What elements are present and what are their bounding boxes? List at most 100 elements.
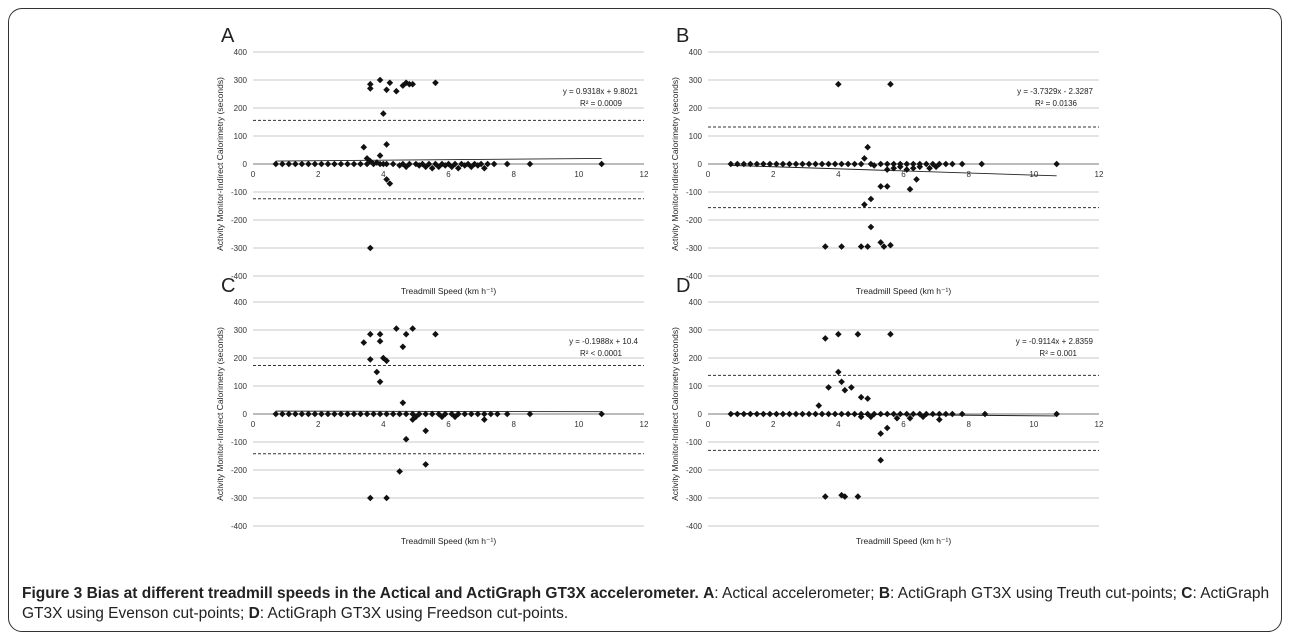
x-tick-label: 0	[251, 170, 256, 179]
x-tick-label: 12	[640, 170, 649, 179]
data-point	[285, 410, 293, 418]
data-point	[877, 183, 884, 190]
y-axis-label: Activity Monitor-Indirect Calorimetry (s…	[215, 77, 225, 251]
data-point	[786, 160, 793, 168]
data-point	[877, 160, 884, 168]
data-point	[487, 410, 495, 418]
data-point	[363, 160, 371, 168]
data-point	[838, 243, 845, 250]
data-point	[949, 410, 956, 418]
data-point	[883, 166, 891, 173]
data-point	[367, 356, 374, 363]
y-tick-label: 300	[234, 326, 248, 335]
x-tick-label: 2	[316, 170, 321, 179]
data-point	[598, 160, 605, 168]
data-point	[373, 159, 381, 166]
y-tick-label: 0	[243, 160, 248, 169]
data-point	[887, 241, 894, 249]
data-point	[825, 410, 832, 418]
caption-key-c: C	[1181, 585, 1193, 602]
data-point	[425, 160, 433, 168]
data-point	[461, 162, 469, 169]
data-point	[877, 430, 884, 437]
y-tick-label: 300	[689, 326, 703, 335]
data-point	[851, 160, 858, 168]
data-point	[598, 410, 605, 418]
data-point	[883, 183, 891, 190]
data-point	[409, 410, 416, 418]
data-point	[864, 410, 871, 418]
data-point	[380, 110, 387, 117]
data-point	[376, 337, 384, 345]
data-point	[831, 160, 839, 168]
data-point	[773, 410, 780, 418]
data-point	[887, 80, 894, 88]
data-point	[298, 160, 306, 168]
data-point	[428, 164, 436, 172]
data-point	[760, 410, 767, 418]
data-point	[380, 160, 387, 168]
data-point	[906, 185, 914, 193]
data-point	[311, 410, 319, 418]
data-point	[376, 410, 384, 418]
data-point	[870, 162, 878, 169]
data-point	[305, 160, 312, 168]
x-tick-label: 10	[574, 420, 583, 429]
data-point	[396, 410, 403, 418]
data-point	[825, 160, 832, 168]
data-point	[412, 160, 420, 168]
data-point	[838, 491, 845, 499]
data-point	[773, 160, 780, 168]
panel-letter: A	[221, 25, 235, 47]
data-point	[292, 410, 299, 418]
data-point	[936, 416, 943, 423]
data-point	[844, 160, 852, 168]
data-point	[734, 160, 741, 168]
data-point	[815, 402, 823, 409]
x-tick-label: 8	[511, 420, 516, 429]
data-point	[861, 155, 868, 162]
data-point	[854, 493, 862, 500]
caption-key-b: B	[878, 585, 891, 602]
data-point	[727, 410, 735, 418]
data-point	[474, 162, 482, 169]
data-point	[740, 160, 748, 168]
y-tick-label: -300	[231, 244, 248, 253]
data-point	[929, 410, 937, 418]
data-point	[432, 330, 439, 338]
caption-text-a: : Actical accelerometer;	[714, 585, 879, 602]
data-point	[370, 410, 377, 418]
data-point	[360, 339, 368, 346]
data-point	[318, 410, 325, 418]
data-point	[861, 201, 868, 208]
data-point	[760, 160, 767, 168]
data-point	[864, 243, 871, 250]
y-tick-label: 0	[698, 410, 703, 419]
trend-equation: y = -0.9114x + 2.8359	[1016, 337, 1094, 346]
data-point	[383, 176, 390, 183]
data-point	[272, 160, 280, 168]
data-point	[376, 330, 384, 338]
data-point	[857, 413, 865, 421]
data-point	[432, 79, 439, 87]
y-tick-label: 200	[234, 104, 248, 113]
data-point	[494, 410, 501, 418]
data-point	[916, 163, 924, 171]
data-point	[409, 416, 416, 423]
data-point	[818, 410, 826, 418]
data-point	[893, 414, 901, 422]
data-point	[978, 160, 985, 168]
data-point	[838, 410, 845, 418]
x-axis-label: Treadmill Speed (km h⁻¹)	[401, 286, 497, 296]
data-point	[896, 163, 904, 171]
y-tick-label: 400	[689, 298, 703, 307]
y-tick-label: -200	[231, 466, 248, 475]
data-point	[363, 410, 371, 418]
data-point	[844, 410, 852, 418]
data-point	[422, 163, 429, 171]
x-tick-label: 2	[316, 420, 321, 429]
data-point	[831, 410, 839, 418]
data-point	[903, 410, 911, 418]
